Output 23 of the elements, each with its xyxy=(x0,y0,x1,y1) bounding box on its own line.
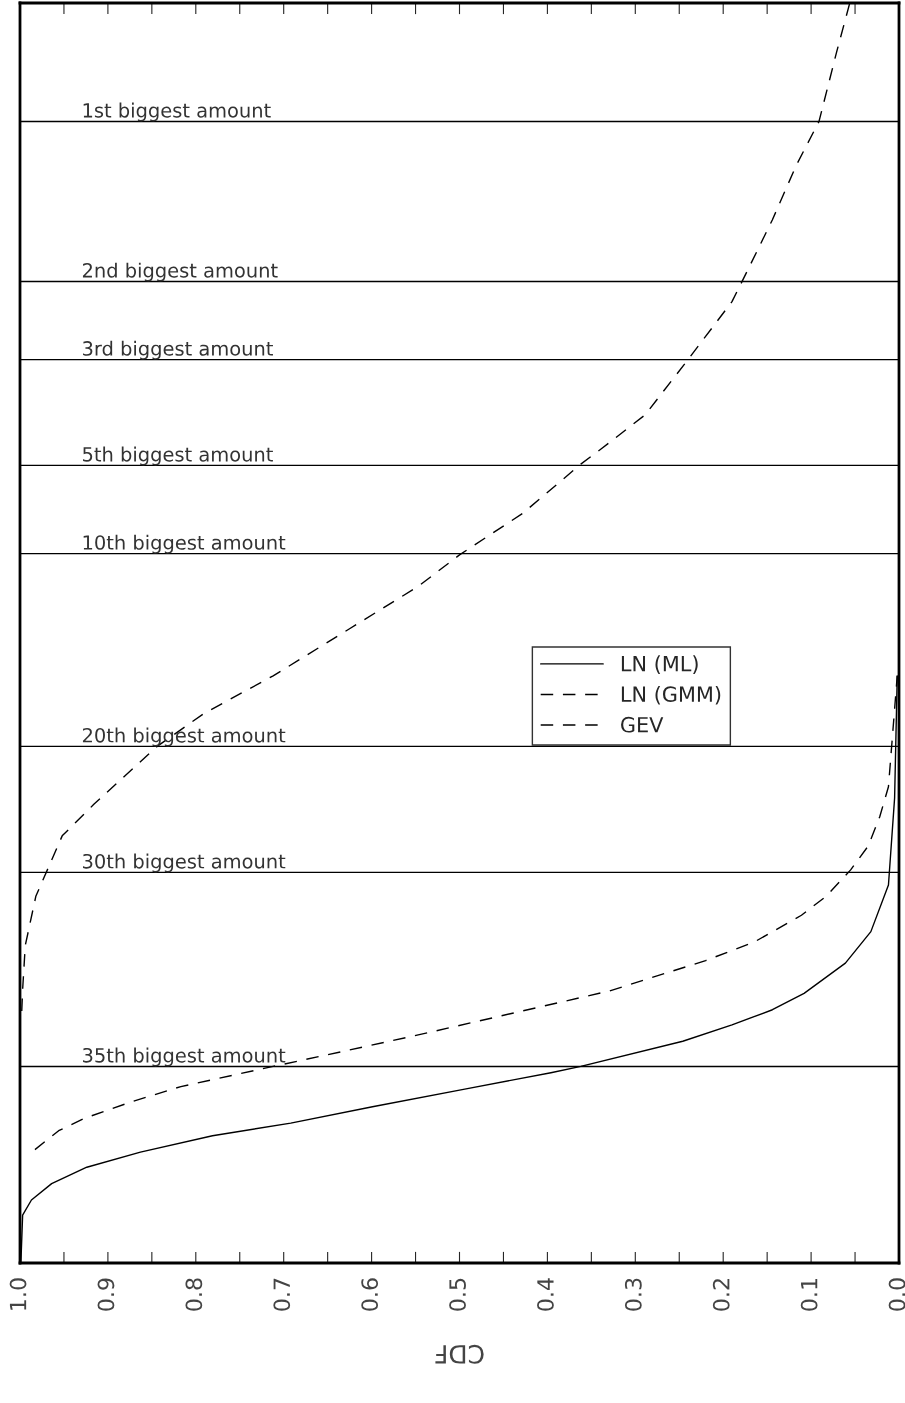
x-tick-label: 0.5 xyxy=(449,1278,466,1311)
x-tick-label: 0.6 xyxy=(361,1278,379,1311)
x-tick-label: 0.2 xyxy=(712,1279,730,1311)
legend-label: LN (ML) xyxy=(621,655,698,674)
ref-line-label: 30th biggest amount xyxy=(83,853,286,873)
ref-line-label: 10th biggest amount xyxy=(83,534,286,554)
x-tick-label: 1.0 xyxy=(9,1278,27,1310)
ref-line-label: 35th biggest amount xyxy=(83,1047,286,1067)
ref-line-label: 5th biggest amount xyxy=(83,446,273,466)
x-tick-label: 0.8 xyxy=(185,1278,203,1311)
x-tick-label: 0.9 xyxy=(97,1278,115,1311)
x-tick-label: 0.3 xyxy=(624,1278,642,1311)
ref-line-label: 2nd biggest amount xyxy=(82,262,278,282)
ref-line-label: 3rd biggest amount xyxy=(83,340,273,360)
ref-line-label: 1st biggest amount xyxy=(83,102,271,122)
x-tick-label: 0.7 xyxy=(273,1278,291,1311)
x-axis-title: CDF xyxy=(435,1344,484,1364)
legend-label: LN (GMM) xyxy=(621,685,721,705)
x-tick-label: 0.0 xyxy=(888,1278,905,1311)
x-tick-label: 0.1 xyxy=(800,1278,818,1311)
x-tick-label: 0.4 xyxy=(537,1278,554,1311)
ref-line-label: 20th biggest amount xyxy=(82,727,286,747)
legend-label: GEV xyxy=(621,716,664,733)
